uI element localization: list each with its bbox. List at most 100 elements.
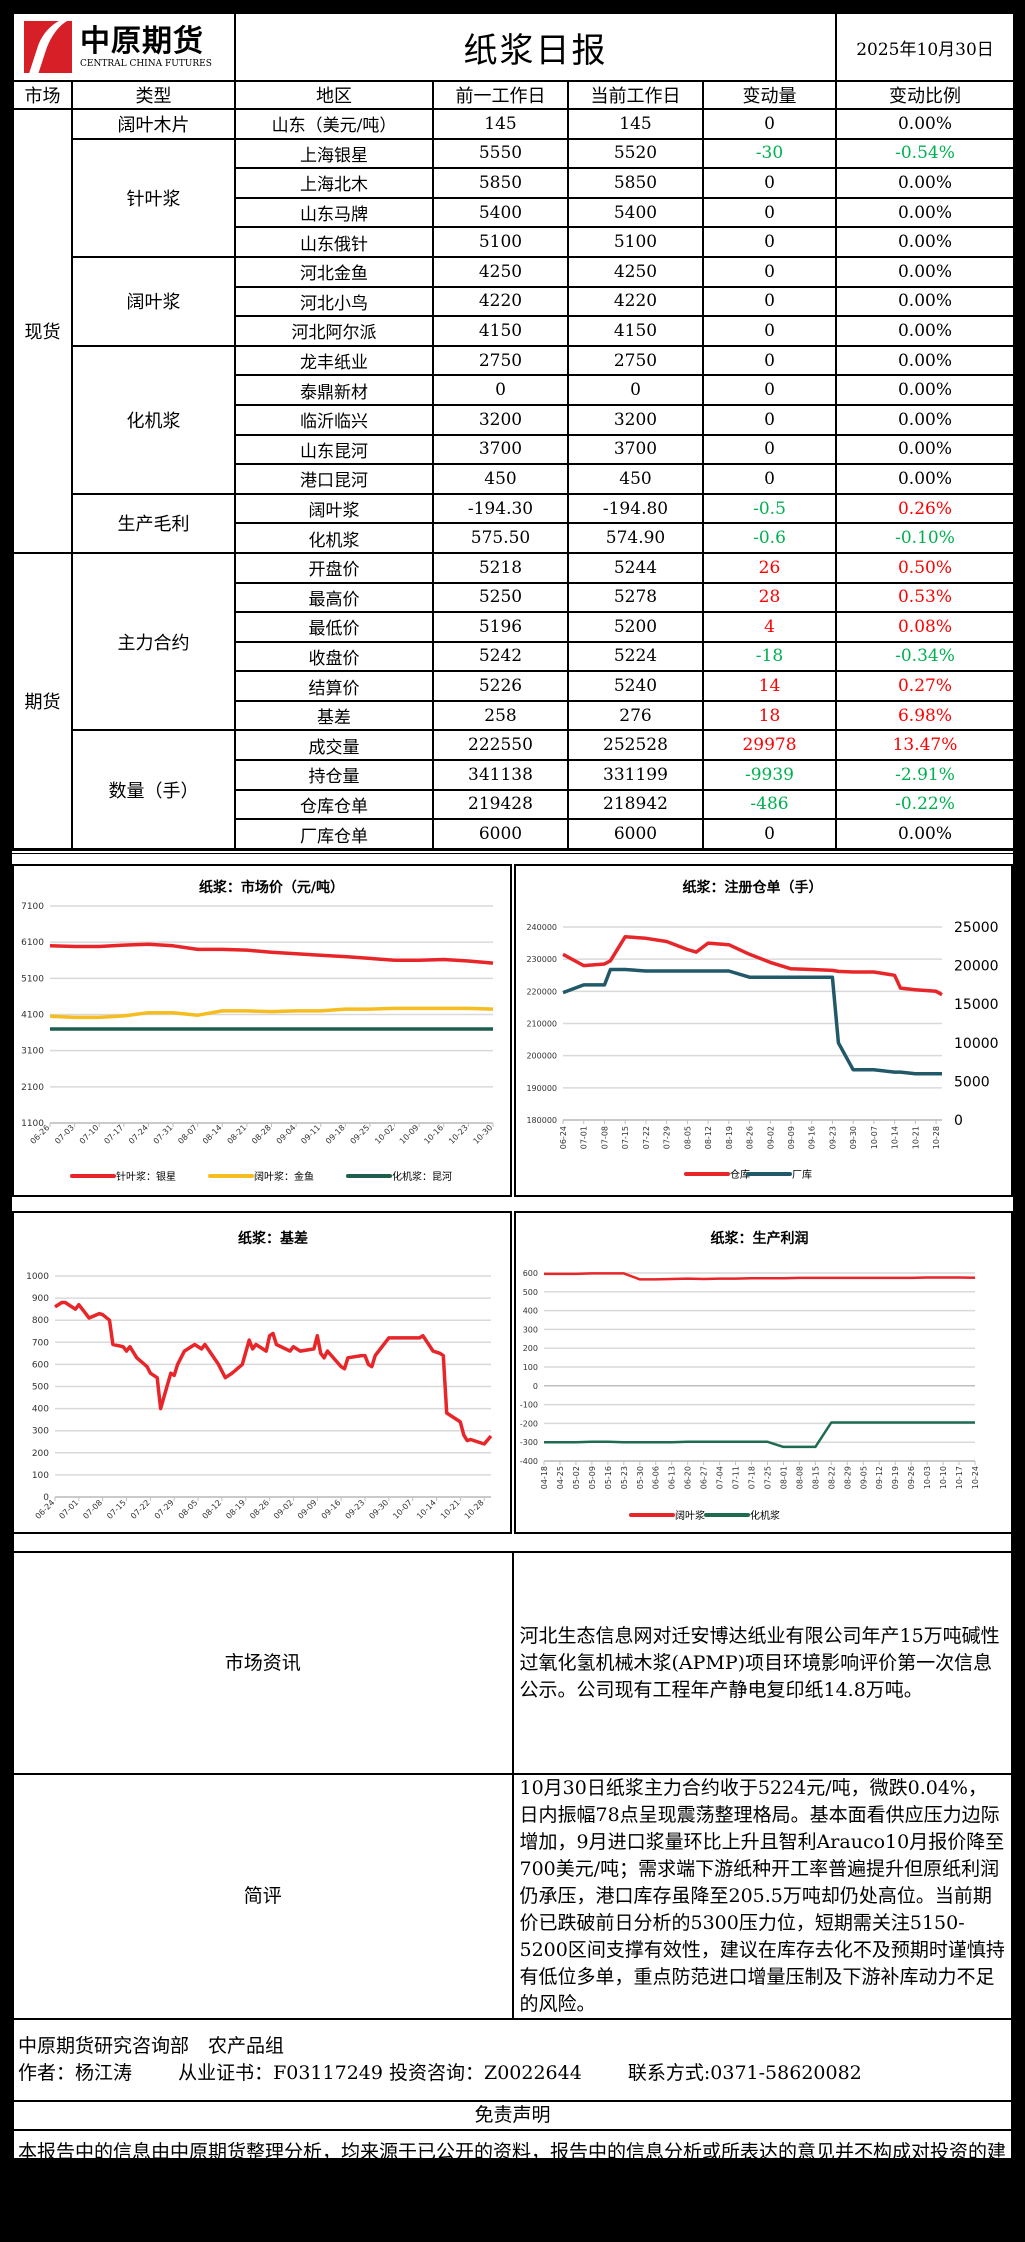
curr-value: 5850 — [567, 167, 704, 199]
review-text: 10月30日纸浆主力合约收于5224元/吨，微跌0.04%，日内振幅78点呈现震… — [511, 1773, 1013, 2020]
table-header-row: 市场 类型 地区 前一工作日 当前工作日 变动量 变动比例 — [12, 80, 1015, 110]
region-cell: 河北阿尔派 — [234, 315, 434, 347]
table-row: 厂库仓单 6000 6000 0 0.00% — [13, 818, 1015, 850]
change-pct: -0.54% — [835, 137, 1015, 170]
curr-value: 5200 — [567, 611, 704, 643]
y-tick-label: -300 — [520, 1438, 538, 1447]
report-title: 纸浆日报 — [234, 12, 837, 82]
x-tick-label: 08-01 — [779, 1466, 788, 1489]
y-tick-label: 500 — [523, 1288, 538, 1297]
x-tick-label: 08-19 — [224, 1498, 247, 1521]
author: 作者：杨江涛 — [18, 2062, 133, 2084]
table-row: 化机浆 575.50 574.90 -0.6 -0.10% — [13, 522, 1015, 554]
change-pct: 0.00% — [835, 463, 1015, 495]
change-pct: 0.00% — [835, 167, 1015, 199]
y-tick-label: 1100 — [21, 1119, 44, 1129]
table-row: 泰鼎新材 0 0 0 0.00% — [13, 374, 1015, 406]
y2-tick-label: 20000 — [954, 959, 999, 975]
production-profit-chart: 纸浆：生产利润 -400 -300 -200 -100 0 100 200 300 400 500 6… — [514, 1211, 1013, 1534]
news-label: 市场资讯 — [12, 1551, 514, 1775]
x-tick-label: 08-12 — [704, 1126, 713, 1149]
x-tick-label: 07-24 — [127, 1123, 150, 1146]
change-pct: 0.08% — [835, 611, 1015, 643]
legend-label: 阔叶浆：金鱼 — [254, 1170, 314, 1183]
y-tick-label: 210000 — [526, 1020, 557, 1029]
x-tick-label: 05-16 — [604, 1466, 613, 1489]
series-line — [49, 1006, 494, 1020]
prev-value: 3700 — [432, 433, 569, 466]
change-pct: 6.98% — [835, 699, 1015, 732]
y2-tick-label: 25000 — [954, 920, 999, 936]
x-tick-label: 05-30 — [636, 1466, 645, 1489]
y-tick-label: 500 — [32, 1383, 49, 1393]
x-tick-label: 10-28 — [932, 1126, 941, 1149]
change-pct: 0.26% — [835, 492, 1015, 525]
y-tick-label: 200000 — [526, 1052, 557, 1061]
region-cell: 最低价 — [234, 611, 434, 643]
disclaimer-title: 免责声明 — [12, 2100, 1013, 2131]
change-pct: 0.00% — [835, 374, 1015, 406]
region-cell: 港口昆河 — [234, 463, 434, 495]
chart-title: 纸浆：市场价（元/吨） — [199, 879, 344, 896]
y-tick-label: 180000 — [526, 1116, 557, 1125]
curr-value: 3700 — [567, 433, 704, 466]
table-row: 最高价 5250 5278 28 0.53% — [13, 581, 1015, 614]
x-tick-label: 08-14 — [201, 1123, 224, 1146]
series-line — [544, 1421, 975, 1449]
y-tick-label: 4100 — [21, 1011, 44, 1021]
y-tick-label: 100 — [32, 1471, 49, 1481]
series-line — [544, 1272, 976, 1281]
col-header-prev: 前一工作日 — [432, 80, 569, 110]
x-tick-label: 05-02 — [572, 1466, 581, 1489]
legend-label: 化机浆：昆河 — [392, 1170, 452, 1183]
table-row: 河北小鸟 4220 4220 0 0.00% — [13, 285, 1015, 318]
x-tick-label: 08-29 — [843, 1466, 852, 1489]
region-cell: 河北金鱼 — [234, 255, 434, 288]
x-tick-label: 07-01 — [580, 1126, 589, 1149]
table-row: 生产毛利 阔叶浆 -194.30 -194.80 -0.5 0.26% — [13, 492, 1015, 554]
x-tick-label: 04-25 — [556, 1466, 565, 1489]
change-value: -0.6 — [702, 522, 837, 554]
x-tick-label: 10-09 — [398, 1123, 421, 1146]
market-price-chart: 纸浆：市场价（元/吨） 1100 2100 3100 4100 5100 6100 7100 0… — [12, 864, 512, 1197]
x-tick-label: 07-08 — [81, 1498, 104, 1521]
change-value: -0.5 — [702, 492, 837, 525]
x-tick-label: 06-27 — [700, 1466, 709, 1489]
phone: 联系方式:0371-58620082 — [627, 2062, 862, 2084]
region-cell: 山东俄针 — [234, 226, 434, 258]
type-cell: 化机浆 — [71, 344, 236, 495]
table-row: 结算价 5226 5240 14 0.27% — [13, 670, 1015, 702]
price-table: 中原期货 CENTRAL CHINA FUTURES 纸浆日报 2025年10月… — [12, 12, 1015, 850]
x-tick-label: 09-11 — [299, 1123, 322, 1146]
col-header-curr: 当前工作日 — [567, 80, 704, 110]
x-tick-label: 09-19 — [891, 1466, 900, 1489]
change-pct: 0.00% — [835, 196, 1015, 229]
prev-value: 4250 — [432, 255, 569, 288]
x-tick-label: 07-04 — [716, 1466, 725, 1489]
type-cell: 数量（手） — [71, 729, 236, 850]
region-cell: 化机浆 — [234, 522, 434, 554]
region-cell: 山东昆河 — [234, 433, 434, 466]
x-tick-label: 10-21 — [911, 1126, 920, 1149]
x-tick-label: 08-26 — [746, 1126, 755, 1149]
x-tick-label: 10-16 — [422, 1123, 445, 1146]
change-value: 0 — [702, 818, 837, 850]
x-tick-label: 09-18 — [324, 1123, 347, 1146]
change-pct: 0.00% — [835, 285, 1015, 318]
series-line — [562, 967, 942, 1076]
y-tick-label: 0 — [43, 1493, 49, 1503]
y-tick-label: -400 — [520, 1457, 538, 1466]
news-text: 河北生态信息网对迁安博达纸业有限公司年产15万吨碱性过氧化氢机械木浆(APMP)… — [511, 1551, 1013, 1775]
curr-value: 6000 — [567, 818, 704, 850]
y-tick-label: 2100 — [21, 1083, 44, 1093]
x-tick-label: 09-23 — [344, 1498, 367, 1521]
change-pct: 0.00% — [835, 403, 1015, 436]
x-tick-label: 07-15 — [621, 1126, 630, 1149]
x-tick-label: 08-05 — [683, 1126, 692, 1149]
type-cell: 生产毛利 — [71, 492, 236, 554]
x-tick-label: 08-19 — [725, 1126, 734, 1149]
x-tick-label: 05-09 — [588, 1466, 597, 1489]
table-row: 针叶浆 上海银星 5550 5520 -30 -0.54% — [13, 137, 1015, 258]
x-tick-label: 09-30 — [849, 1126, 858, 1149]
region-cell: 结算价 — [234, 670, 434, 702]
